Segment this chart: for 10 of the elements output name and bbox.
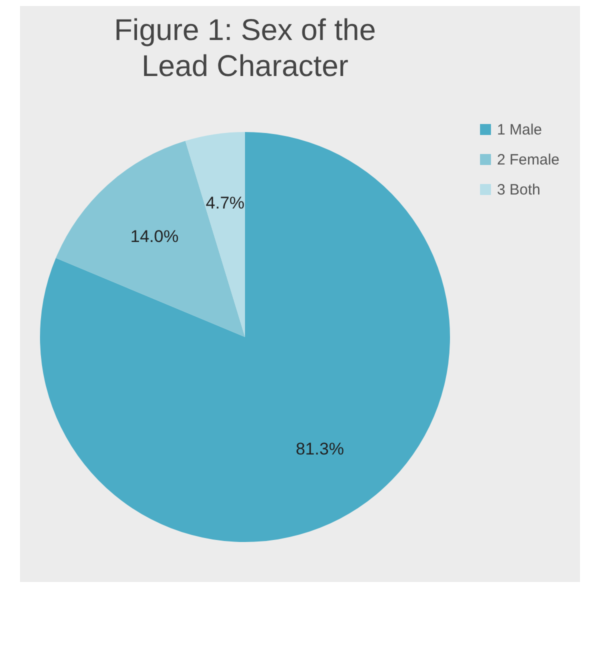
pie-slice	[185, 132, 245, 337]
legend-label: 1 Male	[497, 122, 542, 138]
chart-title: Figure 1: Sex of the Lead Character	[114, 14, 376, 83]
data-label: 4.7%	[206, 193, 245, 212]
legend-label: 2 Female	[497, 152, 560, 168]
data-label: 14.0%	[130, 226, 179, 246]
data-label: 81.3%	[296, 439, 344, 458]
pie-slice	[40, 132, 450, 542]
legend-label: 3 Both	[497, 182, 540, 198]
pie-slice	[56, 140, 245, 337]
